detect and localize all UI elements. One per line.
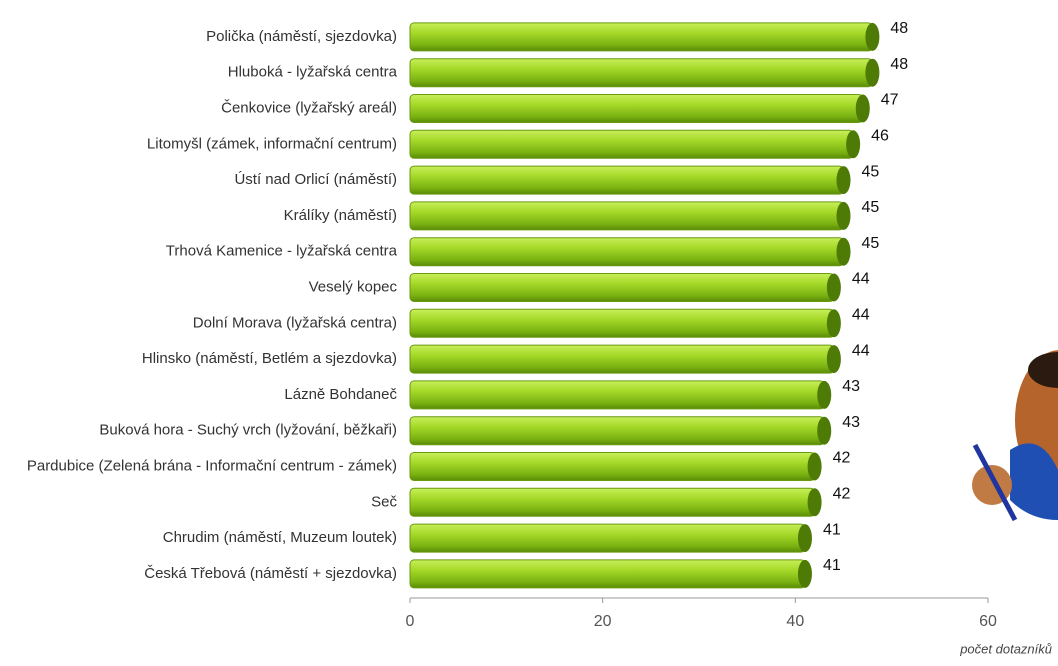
y-tick-label: Lázně Bohdaneč (284, 386, 397, 403)
bar (409, 380, 825, 410)
bar (409, 201, 844, 231)
y-tick-label: Seč (371, 493, 397, 510)
bar (409, 58, 873, 88)
x-tick-label: 40 (786, 613, 804, 630)
x-tick-label: 0 (406, 613, 415, 630)
value-label: 41 (823, 521, 841, 538)
y-tick-label: Pardubice (Zelená brána - Informační cen… (27, 457, 397, 474)
value-label: 43 (842, 378, 860, 395)
y-tick-label: Hlinsko (náměstí, Betlém a sjezdovka) (142, 350, 397, 367)
value-label: 44 (852, 271, 870, 288)
y-tick-label: Ústí nad Orlicí (náměstí) (234, 171, 397, 188)
value-label: 48 (890, 20, 908, 37)
bar-cap (817, 416, 832, 445)
bar-cap (807, 488, 822, 517)
bar (409, 22, 873, 52)
bar-cap (826, 273, 841, 302)
bar-cap (826, 309, 841, 338)
x-tick-label: 60 (979, 613, 997, 630)
value-label: 45 (862, 163, 880, 180)
y-tick-label: Čenkovice (lyžařský areál) (221, 99, 397, 116)
y-tick-label: Králíky (náměstí) (284, 207, 397, 224)
value-label: 44 (852, 342, 870, 359)
bar-cap (846, 130, 861, 159)
bar-cap (836, 166, 851, 195)
bar (409, 94, 864, 123)
value-label: 45 (862, 235, 880, 252)
y-tick-label: Dolní Morava (lyžařská centra) (193, 314, 397, 331)
bar (409, 237, 844, 267)
value-label: 46 (871, 128, 889, 145)
bar (409, 523, 806, 553)
bar (409, 416, 825, 446)
bar-cap (855, 94, 870, 123)
value-label: 42 (833, 450, 851, 467)
x-axis-label: počet dotazníků (959, 641, 1052, 656)
value-label: 45 (862, 199, 880, 216)
bar-cap (836, 201, 851, 230)
x-tick-label: 20 (594, 613, 612, 630)
bar (409, 487, 816, 517)
bar-cap (817, 380, 832, 409)
y-tick-label: Buková hora - Suchý vrch (lyžování, běžk… (99, 422, 397, 439)
y-tick-label: Litomyšl (zámek, informační centrum) (147, 135, 397, 152)
bar-cap (865, 22, 880, 51)
value-label: 47 (881, 92, 899, 109)
y-tick-label: Chrudim (náměstí, Muzeum loutek) (163, 529, 397, 546)
y-tick-label: Hluboká - lyžařská centra (228, 64, 398, 81)
bar (409, 344, 835, 374)
value-label: 43 (842, 414, 860, 431)
mascot-illustration (972, 350, 1058, 522)
y-tick-label: Veselý kopec (309, 278, 398, 295)
y-tick-label: Trhová Kamenice - lyžařská centra (166, 243, 398, 260)
bar (409, 452, 816, 481)
value-label: 48 (890, 56, 908, 73)
bar (409, 165, 844, 195)
bar-cap (807, 452, 822, 481)
bar-cap (797, 559, 812, 588)
bar-cap (826, 345, 841, 374)
value-label: 41 (823, 557, 841, 574)
bar (409, 559, 806, 589)
y-tick-label: Česká Třebová (náměstí + sjezdovka) (144, 565, 397, 582)
bar (409, 273, 835, 302)
value-label: 44 (852, 307, 870, 324)
y-tick-label: Polička (náměstí, sjezdovka) (206, 28, 397, 45)
bar (409, 308, 835, 338)
bar-cap (836, 237, 851, 266)
bar-cap (797, 524, 812, 553)
bar (409, 129, 854, 159)
bar-cap (865, 58, 880, 87)
value-label: 42 (833, 486, 851, 503)
